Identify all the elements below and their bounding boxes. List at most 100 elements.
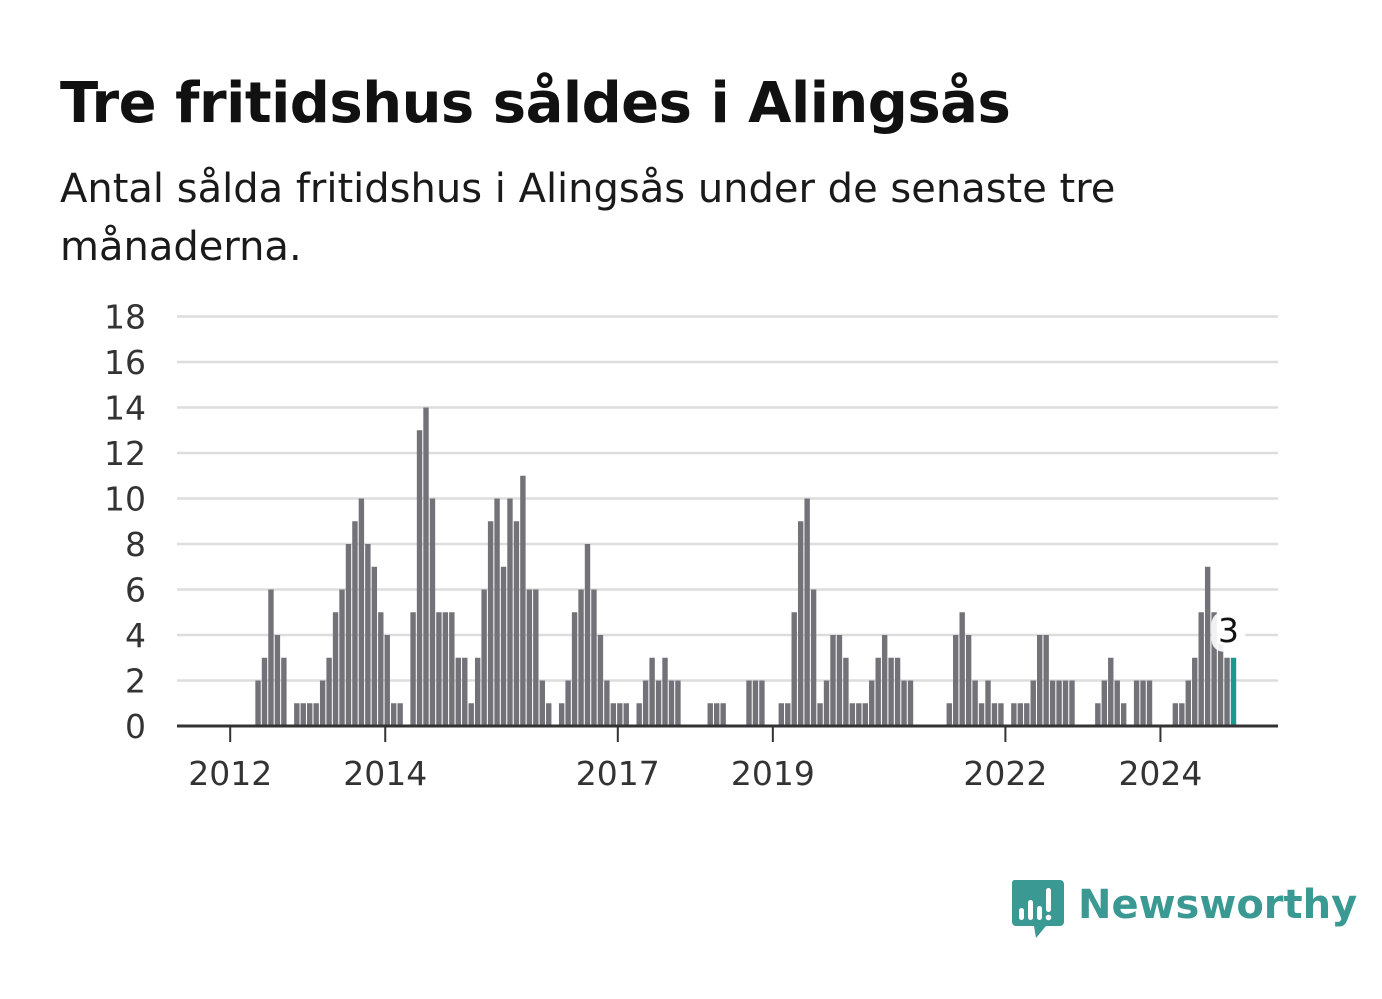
bar [1224,657,1230,726]
bar [881,635,888,726]
bar [384,635,390,726]
bar [1146,680,1153,726]
bar [985,680,991,726]
bar [1011,703,1017,726]
bar [1069,680,1075,726]
bar [785,703,791,726]
bar [636,703,642,726]
bar [1114,680,1120,726]
bar [474,657,481,726]
bar [843,657,849,726]
highlight-annotation: 3 [1211,608,1246,653]
bar [752,680,759,726]
bar [720,703,726,726]
bar [959,612,965,726]
y-tick-label: 14 [104,389,146,428]
bar [1172,703,1179,726]
bar [817,703,823,726]
bar [610,703,617,726]
bar [442,612,449,726]
bar [604,680,610,726]
y-tick-label: 2 [125,662,146,701]
bar [274,635,281,726]
bar [1037,635,1043,726]
bar [894,657,901,726]
bar [319,680,326,726]
x-tick-label: 2024 [1118,754,1202,793]
bar [546,703,552,726]
bar [642,680,649,726]
bar [481,589,487,726]
bar [1049,680,1056,726]
bar [797,521,804,726]
y-tick-label: 12 [104,434,146,473]
newsworthy-logo: Newsworthy [1010,878,1357,942]
bar [991,703,998,726]
bar [1204,566,1211,726]
bar [1095,703,1101,726]
bar [410,612,416,726]
bar [487,521,494,726]
bar [668,680,675,726]
bar [953,635,959,726]
bar [578,589,584,726]
highlight-label-halo [1211,611,1246,652]
bar [998,703,1004,726]
bar [268,589,274,726]
bar [1062,680,1069,726]
x-tick-label: 2012 [188,754,272,793]
bar [345,544,352,726]
bar [352,521,358,726]
bar [307,703,313,726]
bar [365,544,371,726]
bar [494,498,500,726]
highlight-bar [1230,657,1237,726]
bar [714,703,720,726]
x-tick-label: 2022 [963,754,1047,793]
bar [1030,680,1036,726]
bar [836,635,843,726]
bar [1017,703,1024,726]
bar [584,544,591,726]
bar [429,498,436,726]
bar [1211,612,1217,726]
y-tick-label: 18 [104,298,146,337]
bar [810,589,817,726]
bar [791,612,797,726]
bar [500,566,507,726]
bar [1056,680,1062,726]
x-tick-label: 2017 [576,754,660,793]
y-tick-label: 6 [125,571,146,610]
bar [804,498,810,726]
bar [397,703,403,726]
bar [907,680,914,726]
bar [571,612,578,726]
bar [300,703,306,726]
x-tick-label: 2014 [343,754,427,793]
bar [901,680,907,726]
bar [558,703,565,726]
bar [617,703,623,726]
bar [675,680,681,726]
bar [281,657,287,726]
bar [449,612,455,726]
highlight-value-label: 3 [1218,611,1239,650]
y-tick-label: 0 [125,707,146,746]
bar [856,703,862,726]
y-tick-label: 4 [125,616,146,655]
bar [416,430,423,726]
bar [1179,703,1185,726]
bar [526,589,533,726]
newsworthy-bar-chart-icon [1011,880,1064,938]
bar [869,680,875,726]
bar [946,703,952,726]
bar [972,680,978,726]
bar [707,703,713,726]
chart-title: Tre fritidshus såldes i Alingsås [60,71,1011,136]
bar [1043,635,1049,726]
bar [436,612,442,726]
bar [978,703,985,726]
bar [649,657,655,726]
bar [1198,612,1204,726]
